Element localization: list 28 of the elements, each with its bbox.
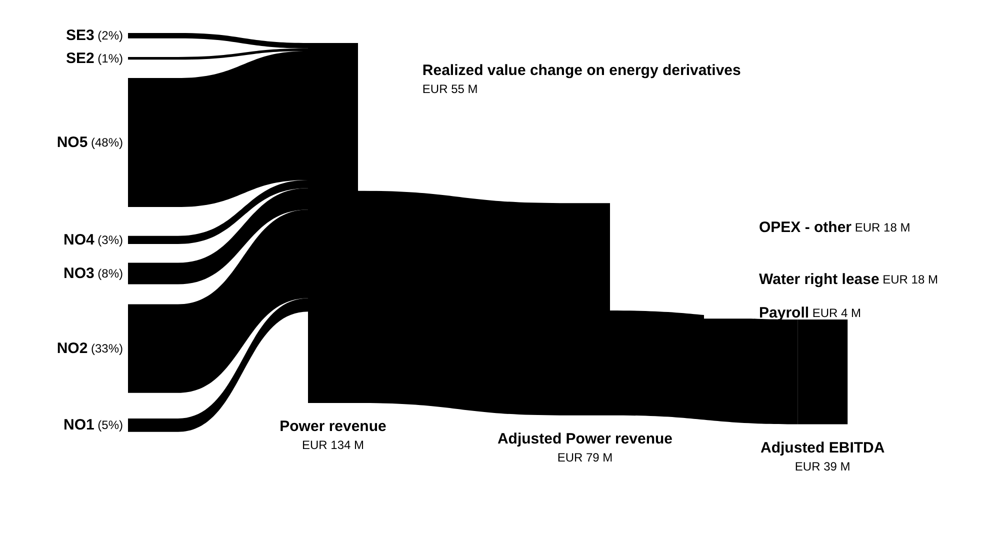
data-label: EUR 55 M [422,82,478,96]
category-label: NO4 [63,231,95,248]
data-label: EUR 18 M [882,272,938,287]
data-label: EUR 134 M [302,438,364,452]
category-label: Power revenue [280,418,386,435]
data-label: EUR 18 M [854,220,910,234]
category-label: NO5 [56,134,88,152]
data-label: EUR 39 M [794,459,850,474]
data-label: (3%) [98,232,123,247]
category-label: Adjusted EBITDA [760,439,885,456]
category-label: NO3 [63,265,94,282]
category-label: OPEX - other [759,218,852,236]
data-label: (2%) [98,28,123,43]
category-label: NO2 [56,340,88,358]
data-label: (8%) [98,266,123,281]
category-label: SE2 [66,50,94,67]
data-label: (48%) [90,136,123,150]
category-label: Adjusted Power revenue [497,430,673,448]
data-label: EUR 79 M [557,450,613,464]
category-label: Payroll [759,304,810,322]
data-label: (1%) [98,51,123,66]
category-label: SE3 [66,27,94,44]
category-label: Water right lease [759,271,880,288]
data-label: (33%) [90,342,123,356]
data-label: EUR 4 M [812,306,862,320]
category-label: NO1 [63,416,94,434]
category-label: Realized value change on energy derivatives [422,62,741,79]
data-label: (5%) [98,418,123,432]
